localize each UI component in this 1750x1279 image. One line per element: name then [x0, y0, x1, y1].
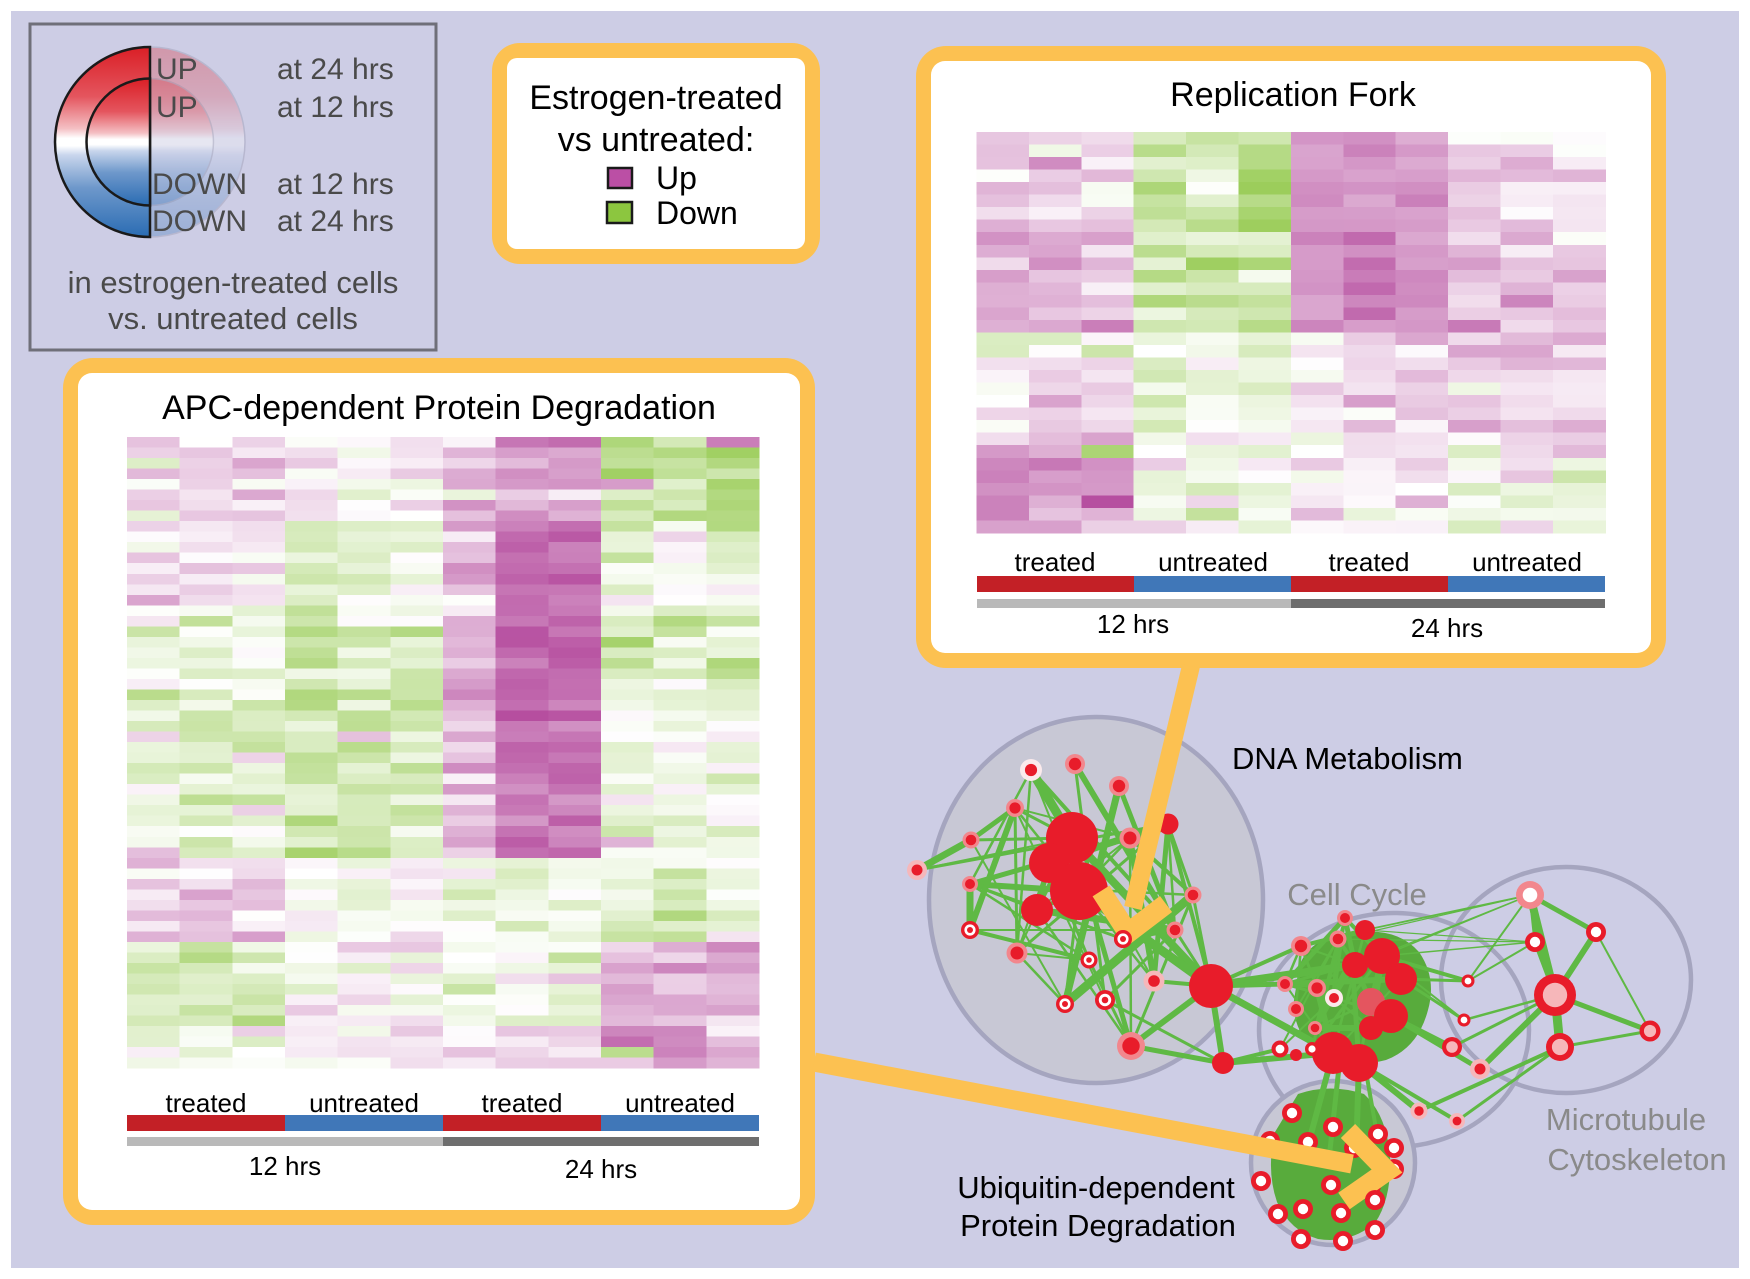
svg-text:vs. untreated cells: vs. untreated cells: [108, 301, 358, 336]
svg-text:at 12 hrs: at 12 hrs: [277, 91, 394, 124]
svg-text:24 hrs: 24 hrs: [565, 1154, 637, 1184]
svg-text:treated: treated: [1329, 547, 1410, 577]
svg-text:at 12 hrs: at 12 hrs: [277, 168, 394, 201]
svg-text:Cytoskeleton: Cytoskeleton: [1547, 1142, 1726, 1177]
svg-text:UP: UP: [156, 53, 198, 86]
svg-text:at 24 hrs: at 24 hrs: [277, 205, 394, 238]
svg-text:12 hrs: 12 hrs: [1097, 609, 1169, 639]
svg-text:untreated: untreated: [309, 1088, 419, 1118]
svg-text:in estrogen-treated cells: in estrogen-treated cells: [68, 265, 399, 300]
svg-text:24 hrs: 24 hrs: [1411, 613, 1483, 643]
svg-text:untreated: untreated: [625, 1088, 735, 1118]
svg-text:DNA Metabolism: DNA Metabolism: [1232, 741, 1463, 776]
svg-text:Protein Degradation: Protein Degradation: [960, 1208, 1236, 1243]
svg-text:Up: Up: [656, 160, 697, 196]
svg-text:Estrogen-treated: Estrogen-treated: [529, 79, 782, 117]
svg-text:vs untreated:: vs untreated:: [558, 121, 755, 159]
svg-text:untreated: untreated: [1472, 547, 1582, 577]
svg-text:Down: Down: [656, 195, 738, 231]
svg-text:treated: treated: [166, 1088, 247, 1118]
svg-text:treated: treated: [482, 1088, 563, 1118]
svg-text:Ubiquitin-dependent: Ubiquitin-dependent: [957, 1170, 1235, 1205]
svg-text:UP: UP: [156, 91, 198, 124]
svg-text:Microtubule: Microtubule: [1546, 1102, 1706, 1137]
svg-text:Replication Fork: Replication Fork: [1170, 76, 1417, 114]
svg-text:untreated: untreated: [1158, 547, 1268, 577]
svg-text:DOWN: DOWN: [152, 205, 247, 238]
svg-text:12 hrs: 12 hrs: [249, 1151, 321, 1181]
svg-text:Cell Cycle: Cell Cycle: [1287, 877, 1427, 912]
svg-text:at 24 hrs: at 24 hrs: [277, 53, 394, 86]
svg-text:APC-dependent Protein Degradat: APC-dependent Protein Degradation: [162, 389, 716, 427]
svg-text:DOWN: DOWN: [152, 168, 247, 201]
svg-text:treated: treated: [1015, 547, 1096, 577]
